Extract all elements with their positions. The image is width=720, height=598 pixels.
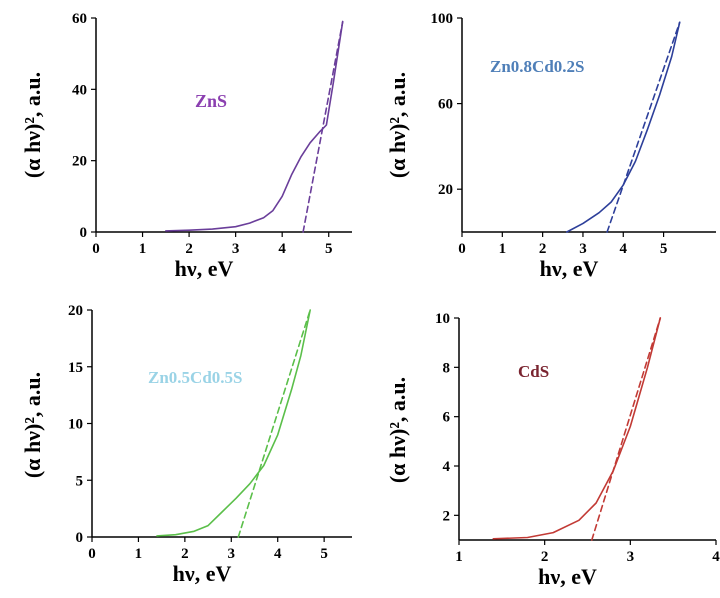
chart-panel-2: 0 1 2 3 4 5 20 60 100 hν, eV (α hν)², a.u. Zn0.8Cd0… [385,11,716,281]
chart-panel-3: 0 1 2 3 4 5 0 5 10 15 20 hν, eV (α hν)², a.u. Zn0.5Cd… [20,303,352,586]
y-tick-label: 8 [443,360,451,376]
x-tick-label: 2 [539,241,547,257]
x-tick-label: 5 [320,546,328,562]
compound-annotation: ZnS [195,91,227,111]
x-tick-label: 0 [88,546,96,562]
chart-panel-4: 1 2 3 4 2 4 6 8 10 hν, eV (α hν)², a.u. CdS [385,311,720,589]
absorption-curve [492,317,662,540]
x-tick-label: 1 [139,241,147,257]
y-tick-label: 15 [68,360,83,376]
x-tick-label: 5 [325,241,333,257]
y-tick-label: 4 [443,459,451,475]
x-tick-label: 2 [541,549,549,565]
x-axis-label: hν, eV [175,256,234,281]
x-tick-label: 0 [458,241,466,257]
tauc-extrapolation-line [237,309,312,538]
compound-annotation: Zn0.5Cd0.5S [148,368,242,387]
tauc-extrapolation-line [606,21,681,233]
x-tick-label: 4 [274,546,282,562]
chart-panel-1: 0 1 2 3 4 5 0 20 40 60 hν, eV (α hν)², a.u. ZnS [20,11,352,281]
y-axis-label: (α hν)², a.u. [20,372,45,478]
y-tick-label: 10 [435,311,450,327]
x-tick-label: 3 [579,241,587,257]
tauc-extrapolation-line [302,20,344,233]
absorption-curve [165,20,344,232]
y-tick-label: 20 [438,182,453,198]
x-tick-label: 3 [228,546,236,562]
x-tick-label: 5 [660,241,668,257]
x-axis-label: hν, eV [173,561,232,586]
x-tick-label: 3 [232,241,240,257]
y-tick-label: 20 [68,303,83,319]
x-tick-label: 4 [712,549,720,565]
x-tick-label: 0 [92,241,100,257]
x-tick-label: 4 [620,241,628,257]
y-tick-label: 40 [72,82,87,98]
x-tick-label: 1 [135,546,143,562]
compound-annotation: CdS [518,362,549,381]
x-tick-label: 3 [627,549,635,565]
x-tick-label: 1 [455,549,463,565]
y-axis-label: (α hν)², a.u. [385,72,410,178]
y-tick-label: 2 [443,508,451,524]
y-tick-label: 0 [76,530,84,546]
y-tick-label: 10 [68,417,83,433]
x-tick-label: 1 [499,241,507,257]
absorption-curve [156,309,312,537]
tauc-extrapolation-line [590,317,662,541]
absorption-curve [565,21,681,233]
y-tick-label: 20 [72,154,87,170]
x-axis-label: hν, eV [540,256,599,281]
y-tick-label: 100 [431,11,454,27]
x-tick-label: 4 [278,241,286,257]
y-axis-label: (α hν)², a.u. [385,377,410,483]
y-tick-label: 60 [438,97,453,113]
y-tick-label: 5 [76,473,84,489]
y-tick-label: 60 [72,11,87,27]
x-tick-label: 2 [185,241,193,257]
compound-annotation: Zn0.8Cd0.2S [490,57,584,76]
y-tick-label: 6 [443,410,451,426]
x-axis-label: hν, eV [538,564,597,589]
x-tick-label: 2 [181,546,189,562]
y-axis-label: (α hν)², a.u. [20,72,45,178]
y-tick-label: 0 [80,225,88,241]
